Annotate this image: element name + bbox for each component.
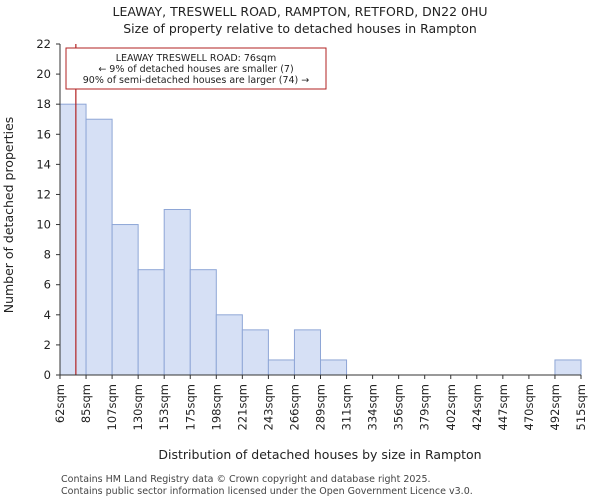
annotation-box: LEAWAY TRESWELL ROAD: 76sqm ← 9% of deta… [65,47,327,90]
bar-107sqm [111,224,139,376]
x-tick-label: 221sqm [235,384,249,430]
x-tick-label: 492sqm [548,384,562,430]
x-tick-label: 85sqm [79,384,93,423]
x-ticks-group: 62sqm 85sqm 107sqm 130sqm 153sqm 175sqm 198sqm… [53,375,588,430]
y-tick-label: 12 [36,187,51,201]
x-tick-label: 379sqm [418,384,432,430]
y-tick-label: 14 [36,157,51,171]
x-tick-label: 470sqm [522,384,536,430]
y-tick-label: 2 [44,338,51,352]
x-tick-label: 153sqm [157,384,171,430]
y-tick-label: 22 [36,37,51,51]
y-tick-label: 18 [36,97,51,111]
bar-175sqm [189,269,217,376]
bar-62sqm [59,103,87,376]
y-tick-label: 20 [36,67,51,81]
bar-221sqm [241,329,269,376]
bar-492sqm [554,359,582,376]
bar-153sqm [163,209,191,376]
x-tick-label: 402sqm [444,384,458,430]
y-tick-label: 6 [44,278,51,292]
annotation-border [65,47,327,90]
x-tick-label: 515sqm [574,384,588,430]
y-tick-label: 0 [44,368,51,382]
x-tick-label: 334sqm [366,384,380,430]
chart-title-line1: LEAWAY, TRESWELL ROAD, RAMPTON, RETFORD,… [113,4,488,19]
y-tick-label: 8 [44,248,51,262]
bar-289sqm [320,359,348,376]
y-axis-label: Number of detached properties [1,117,16,314]
annotation-line3: 90% of semi-detached houses are larger (… [83,75,310,86]
x-tick-label: 447sqm [496,384,510,430]
x-tick-label: 311sqm [340,384,354,430]
annotation-line2: ← 9% of detached houses are smaller (7) [98,64,293,75]
x-tick-label: 62sqm [53,384,67,423]
bar-130sqm [137,269,165,376]
x-tick-label: 107sqm [105,384,119,430]
x-tick-label: 243sqm [261,384,275,430]
bar-266sqm [293,329,322,376]
x-tick-label: 130sqm [131,384,145,430]
y-ticks-group: 0 2 4 6 8 10 12 14 16 18 20 22 [36,37,60,382]
bar-198sqm [215,314,243,376]
bars-group [59,103,582,376]
footer-line2: Contains public sector information licen… [61,486,473,497]
x-tick-label: 175sqm [183,384,197,430]
y-tick-label: 10 [36,218,51,232]
bar-85sqm [85,118,113,376]
y-tick-label: 16 [36,127,51,141]
x-tick-label: 266sqm [287,384,301,430]
x-tick-label: 424sqm [470,384,484,430]
x-tick-label: 356sqm [392,384,406,430]
x-tick-label: 198sqm [209,384,223,430]
x-axis-label: Distribution of detached houses by size … [158,447,481,462]
annotation-line1: LEAWAY TRESWELL ROAD: 76sqm [116,53,276,64]
bar-243sqm [267,359,295,376]
chart-title-line2: Size of property relative to detached ho… [123,21,477,36]
footer-line1: Contains HM Land Registry data © Crown c… [61,474,431,485]
y-tick-label: 4 [44,308,51,322]
x-tick-label: 289sqm [314,384,328,430]
